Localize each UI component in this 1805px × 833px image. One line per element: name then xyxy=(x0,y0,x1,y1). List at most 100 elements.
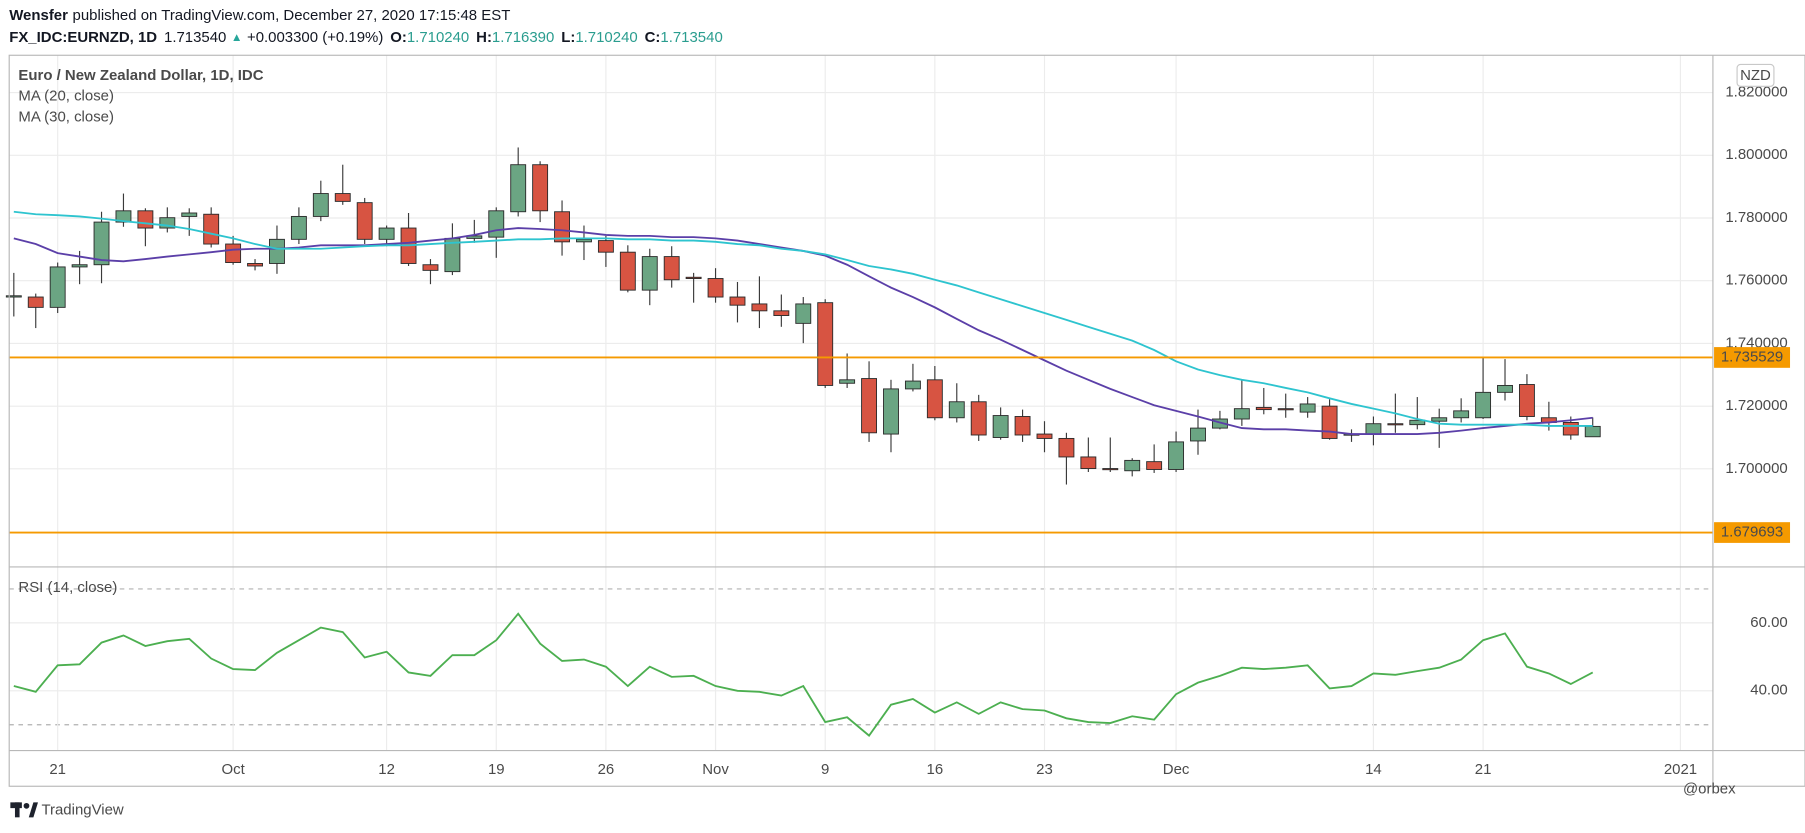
candle-body xyxy=(861,378,878,434)
x-tick-label: Dec xyxy=(1163,761,1190,778)
candle-body xyxy=(422,264,439,271)
candle-body xyxy=(817,302,834,386)
candle-body xyxy=(159,217,176,229)
chart-title: Euro / New Zealand Dollar, 1D, IDC xyxy=(18,67,263,84)
last-price: 1.713540 xyxy=(164,29,226,46)
candle-body xyxy=(795,303,812,324)
candle-body xyxy=(181,212,198,217)
x-tick-label: 2021 xyxy=(1664,761,1697,778)
x-tick-label: 26 xyxy=(598,761,615,778)
candle-body xyxy=(904,380,921,390)
candle-body xyxy=(992,415,1009,438)
ohlc-key: H: xyxy=(476,29,492,46)
y-tick-label: 1.820000 xyxy=(1725,84,1787,101)
candle-body xyxy=(883,388,899,435)
candle-body xyxy=(290,215,307,240)
moving-average-line xyxy=(13,210,1593,427)
candle-body xyxy=(137,210,154,229)
publisher: Wensfer xyxy=(9,7,68,24)
candle-body xyxy=(1453,410,1470,419)
candle-body xyxy=(729,296,746,306)
candle-body xyxy=(1431,417,1448,422)
ohlc-value: 1.710240 xyxy=(407,29,469,46)
candle-body xyxy=(1058,437,1075,458)
candle-body xyxy=(1518,384,1535,417)
y-tick-label: 1.720000 xyxy=(1725,397,1787,414)
candle-body xyxy=(488,210,505,238)
candle-body xyxy=(1584,425,1601,438)
candle-body xyxy=(948,401,965,419)
candle-body xyxy=(269,238,285,264)
x-tick-label: 23 xyxy=(1036,761,1053,778)
tradingview-logo xyxy=(10,802,38,818)
y-tick-label: 1.760000 xyxy=(1725,272,1787,289)
x-tick-label: 12 xyxy=(378,761,395,778)
candle-body xyxy=(247,263,263,267)
candle-body xyxy=(1102,468,1119,471)
candle-body xyxy=(115,210,132,223)
change: +0.003300 (+0.19%) xyxy=(247,29,383,46)
publish-line: Wensfer published on TradingView.com, Dec… xyxy=(9,7,510,24)
watermark: @orbex xyxy=(1683,781,1736,798)
y-tick-label: 1.700000 xyxy=(1725,460,1787,477)
logo-part xyxy=(28,802,38,818)
candle-body xyxy=(1168,441,1185,470)
y-tick-label: 60.00 xyxy=(1750,614,1787,631)
candle-body xyxy=(707,278,724,298)
ohlc-value: 1.710240 xyxy=(575,29,637,46)
frame xyxy=(8,54,1805,787)
legend-entry: MA (20, close) xyxy=(18,88,114,105)
candle-body xyxy=(1233,408,1250,420)
y-tick-label: 40.00 xyxy=(1750,682,1787,699)
candle-body xyxy=(1299,403,1316,413)
candle-body xyxy=(27,296,44,308)
candle-body xyxy=(1190,427,1206,442)
candle-body xyxy=(1321,405,1338,439)
rsi-line xyxy=(13,612,1594,737)
candle-body xyxy=(619,251,636,291)
candle-body xyxy=(378,227,395,240)
x-tick-label: 21 xyxy=(49,761,66,778)
symbol: FX_IDC:EURNZD, 1D xyxy=(9,29,157,46)
candle-body xyxy=(1146,461,1163,470)
candle-body xyxy=(510,164,527,213)
candle-body xyxy=(1475,391,1492,419)
level-label: 1.679693 xyxy=(1721,523,1783,540)
candle-body xyxy=(554,211,570,243)
x-tick-label: Oct xyxy=(221,761,245,778)
candle-body xyxy=(1365,423,1382,435)
candle-body xyxy=(356,202,373,240)
candle-body xyxy=(334,193,351,202)
candle-body xyxy=(312,193,329,217)
candle-body xyxy=(1014,416,1031,436)
candle-body xyxy=(773,310,790,316)
candle-body xyxy=(1036,433,1053,439)
currency: NZD xyxy=(1740,67,1771,84)
candle-body xyxy=(532,164,549,212)
level-label-box xyxy=(1714,522,1791,543)
x-tick-label: 14 xyxy=(1365,761,1382,778)
x-tick-label: 16 xyxy=(927,761,944,778)
candle-body xyxy=(641,256,658,291)
candle-body xyxy=(1124,459,1141,472)
y-tick-label: 1.800000 xyxy=(1725,146,1787,163)
quote-line: FX_IDC:EURNZD, 1D 1.713540 ▲ +0.003300 (+0.… xyxy=(9,29,723,46)
up-arrow: ▲ xyxy=(231,32,242,44)
legend-entry: MA (30, close) xyxy=(18,108,114,125)
candle-body xyxy=(839,379,856,384)
level-label: 1.735529 xyxy=(1721,348,1783,365)
candle-body xyxy=(1255,406,1272,411)
published: published on TradingView.com, December 2… xyxy=(73,7,511,24)
candle-body xyxy=(1409,419,1426,426)
rsi-title: RSI (14, close) xyxy=(18,579,117,596)
logo-part xyxy=(14,802,20,818)
candle-body xyxy=(225,243,242,263)
candle-body xyxy=(751,303,768,312)
ohlc-value: 1.713540 xyxy=(660,29,722,46)
ohlc-value: 1.716390 xyxy=(492,29,554,46)
candle-body xyxy=(93,221,110,266)
x-tick-label: 19 xyxy=(488,761,505,778)
x-tick-label: 21 xyxy=(1475,761,1492,778)
candle-body xyxy=(1387,423,1404,426)
